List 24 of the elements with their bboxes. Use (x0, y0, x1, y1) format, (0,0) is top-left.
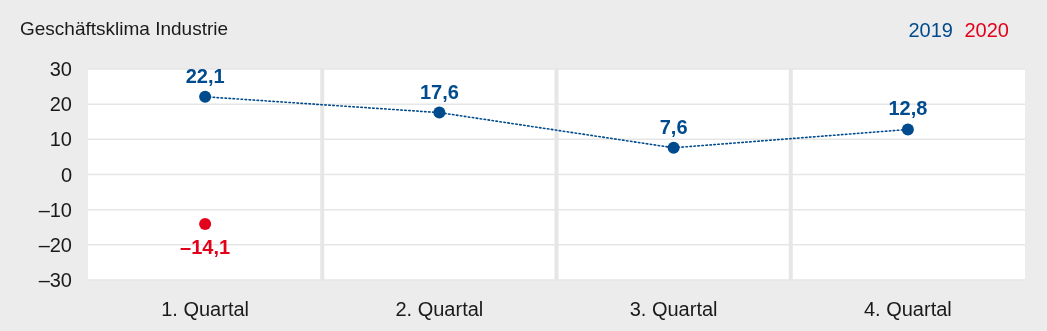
text: 2019 (908, 19, 953, 41)
data-label: –14,1 (180, 236, 231, 259)
y-tick-label: 10 (49, 128, 72, 151)
y-tick-label: 20 (49, 93, 72, 116)
data-label: 12,8 (888, 97, 928, 120)
y-tick-label: 0 (60, 163, 72, 186)
point (199, 90, 212, 103)
x-tick-label: 1. Quartal (161, 298, 250, 320)
point (901, 123, 914, 136)
chart-title: Geschäftsklima Industrie (20, 18, 229, 39)
x-tick-label: 4. Quartal (863, 298, 952, 320)
y-tick-label: 30 (49, 58, 72, 80)
point (199, 218, 212, 231)
data-label: 7,6 (659, 115, 688, 138)
x-tick-label: 2. Quartal (395, 298, 484, 320)
y-tick-label: –10 (38, 198, 72, 221)
data-label: 22,1 (185, 64, 225, 87)
y-tick-label: –20 (38, 233, 72, 256)
point (667, 141, 680, 154)
y-tick-label: –30 (38, 269, 72, 291)
text: 2020 (964, 19, 1009, 41)
data-label: 17,6 (419, 80, 459, 103)
point (433, 106, 446, 119)
x-tick-label: 3. Quartal (629, 298, 718, 320)
